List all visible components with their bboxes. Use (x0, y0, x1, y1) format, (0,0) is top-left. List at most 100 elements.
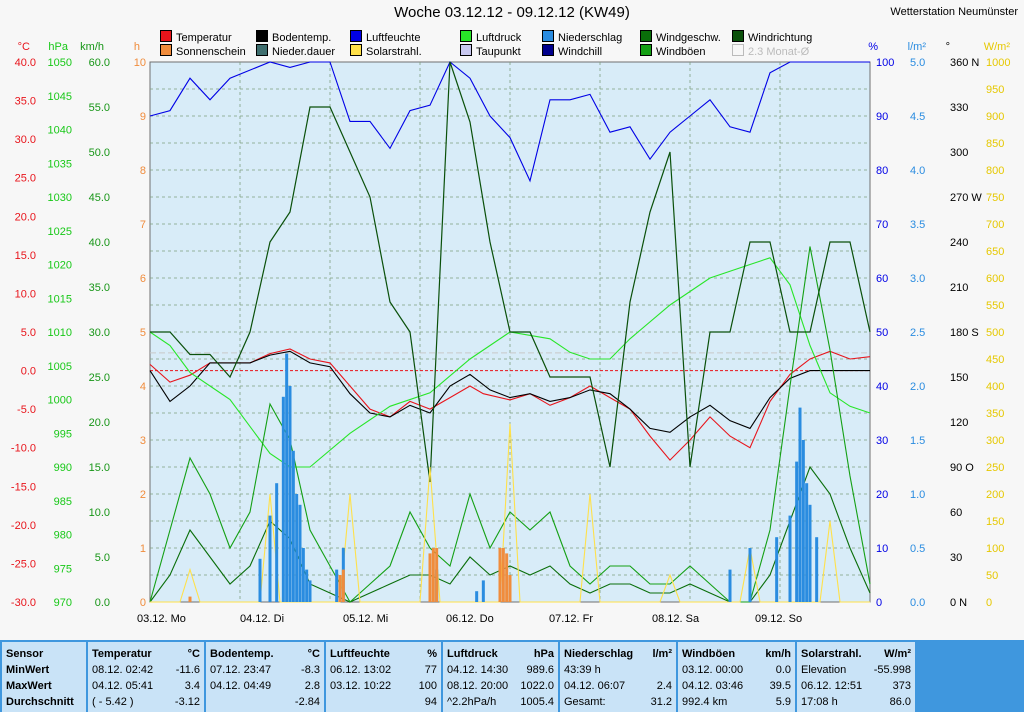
legend-label: Taupunkt (476, 46, 521, 58)
stats-row: 94 (330, 694, 437, 710)
stats-row: 04.12. 04:49 2.8 (210, 678, 320, 694)
stats-row: 04.12. 03:46 39.5 (682, 678, 791, 694)
stats-header: Temperatur °C (92, 646, 200, 662)
series-niederschlag-bar (298, 504, 302, 602)
series-niederschlag-bar (808, 504, 812, 602)
day-label: 08.12. Sa (652, 613, 700, 625)
stats-cell-label: 06.12. 13:02 (330, 664, 392, 676)
wm2-axis-tick: 400 (986, 381, 1004, 393)
temp-axis-tick: -30.0 (11, 597, 36, 609)
pct-axis-tick: 30 (876, 435, 888, 447)
hpa-axis-tick: 1010 (48, 327, 72, 339)
hpa-axis-tick: 1025 (48, 226, 72, 238)
pct-axis-tick: 50 (876, 327, 888, 339)
hpa-axis-tick: 990 (54, 462, 72, 474)
legend-label: Windchill (558, 46, 603, 58)
series-niederschlag-bar (748, 548, 752, 602)
legend-item: Windchill (542, 44, 602, 58)
hpa-axis-tick: 1045 (48, 91, 72, 103)
legend-item: Windrichtung (732, 30, 812, 44)
deg-axis-tick: 240 (950, 237, 968, 249)
wm2-axis-tick: 700 (986, 219, 1004, 231)
kmh-axis-tick: 40.0 (89, 237, 110, 249)
stats-row: 08.12. 20:00 1022.0 (447, 678, 554, 694)
stats-row: ^2.2hPa/h 1005.4 (447, 694, 554, 710)
stats-cell-value: 2.8 (304, 680, 320, 692)
hours-axis-tick: 0 (140, 597, 146, 609)
pct-axis-tick: 20 (876, 489, 888, 501)
stats-cell-label: MaxWert (6, 680, 52, 692)
series-sonnenschein-bar (188, 596, 192, 602)
pct-axis-tick: 100 (876, 57, 894, 69)
kmh-axis-tick: 20.0 (89, 417, 110, 429)
hpa-axis-tick: 1040 (48, 125, 72, 137)
series-niederschlag-bar (281, 396, 285, 602)
station-name: Wetterstation Neumünster (890, 6, 1018, 18)
temp-axis-tick: 5.0 (21, 327, 36, 339)
series-niederschlag-bar (275, 483, 279, 602)
series-niederschlag-bar (805, 483, 809, 602)
wm2-axis-tick: 850 (986, 138, 1004, 150)
wm2-axis-tick: 550 (986, 300, 1004, 312)
pct-axis-tick: 0 (876, 597, 882, 609)
stats-cell-value: 77 (424, 664, 437, 676)
legend-swatch (256, 30, 268, 42)
day-label: 07.12. Fr (549, 613, 593, 625)
weather-chart: 40.035.030.025.020.015.010.05.00.0-5.0-1… (11, 41, 1011, 625)
temp-axis-unit: °C (18, 41, 30, 53)
legend-label: Luftfeuchte (366, 32, 421, 44)
stats-cell-value: -11.6 (175, 664, 200, 676)
stats-row: 17:08 h 86.0 (801, 694, 911, 710)
stats-cell-value: 5.9 (775, 696, 791, 708)
hours-axis-tick: 7 (140, 219, 146, 231)
legend-swatch (460, 30, 472, 42)
stats-row: 08.12. 02:42 -11.6 (92, 662, 200, 678)
stats-title: Niederschlag (564, 648, 634, 660)
stats-cell-value: 31.2 (650, 696, 672, 708)
hours-axis-tick: 10 (134, 57, 146, 69)
series-temperatur-line (149, 348, 871, 461)
temp-axis-tick: 25.0 (15, 173, 36, 185)
lm2-axis-tick: 3.5 (910, 219, 925, 231)
hpa-axis-tick: 1000 (48, 395, 72, 407)
legend-label: Solarstrahl. (366, 46, 422, 58)
stats-panel-solarstrahl-: Solarstrahl. W/m² Elevation -55.998 06.12. 1… (797, 642, 915, 712)
legend-label: Nieder.dauer (272, 46, 335, 58)
hours-axis-tick: 3 (140, 435, 146, 447)
stats-cell-value: 1022.0 (520, 680, 554, 692)
stats-row: 06.12. 12:51 373 (801, 678, 911, 694)
stats-panel-temperatur: Temperatur °C 08.12. 02:42 -11.6 04.12. 05:4… (88, 642, 204, 712)
day-label: 04.12. Di (240, 613, 284, 625)
stats-row: 03.12. 00:00 0.0 (682, 662, 791, 678)
stats-cell-label: 17:08 h (801, 696, 838, 708)
lm2-axis-tick: 5.0 (910, 57, 925, 69)
series-niederschlag-bar (788, 515, 792, 602)
hpa-axis-unit: hPa (48, 41, 68, 53)
temp-axis-tick: 40.0 (15, 57, 36, 69)
stats-cell-label: 06.12. 12:51 (801, 680, 863, 692)
stats-cell-label: MinWert (6, 664, 50, 676)
stats-cell-value: 2.4 (656, 680, 672, 692)
hpa-axis-tick: 1050 (48, 57, 72, 69)
wm2-axis-tick: 800 (986, 165, 1004, 177)
series-sonnenschein-bar (501, 548, 505, 602)
stats-cell-value: 39.5 (769, 680, 791, 692)
stats-panel-sensor: Sensor MinWert MaxWert Durchschnitt (2, 642, 86, 712)
wm2-axis-tick: 150 (986, 516, 1004, 528)
series-sonnenschein-bar (435, 548, 439, 602)
wm2-axis-tick: 650 (986, 246, 1004, 258)
stats-unit: km/h (765, 648, 791, 660)
hpa-axis-tick: 1030 (48, 192, 72, 204)
kmh-axis-tick: 15.0 (89, 462, 110, 474)
stats-cell-label: 07.12. 23:47 (210, 664, 272, 676)
stats-cell-value: -3.12 (174, 696, 200, 708)
hpa-axis-tick: 995 (54, 428, 72, 440)
wm2-axis-tick: 450 (986, 354, 1004, 366)
legend-swatch (542, 44, 554, 56)
day-label: 05.12. Mi (343, 613, 388, 625)
stats-cell-value: 94 (424, 696, 437, 708)
hpa-axis-tick: 1005 (48, 361, 72, 373)
legend-item: Nieder.dauer (256, 44, 335, 58)
lm2-axis-tick: 4.5 (910, 111, 925, 123)
series-sonnenschein-bar (431, 548, 435, 602)
